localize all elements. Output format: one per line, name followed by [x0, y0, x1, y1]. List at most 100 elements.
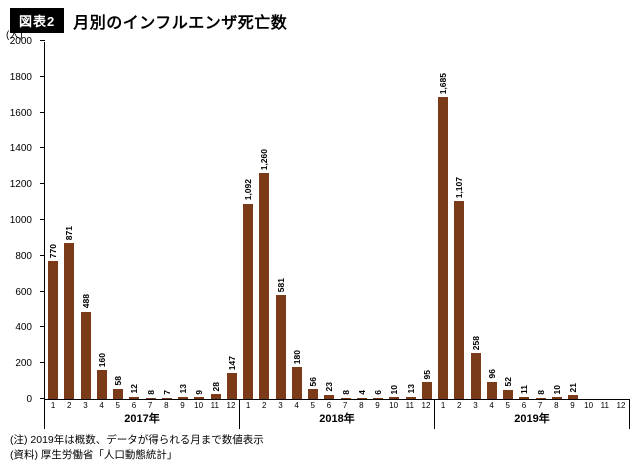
bar-slot: 10	[549, 42, 565, 399]
bar	[438, 97, 449, 399]
bar-slot: 8	[143, 42, 159, 399]
bar-value-label: 52	[502, 377, 513, 387]
month-label: 1	[245, 401, 251, 410]
bar-slot: 13	[175, 42, 191, 399]
month-label: 12	[421, 401, 431, 410]
bar-slot: 770	[45, 42, 61, 399]
bar	[470, 352, 481, 399]
bar	[340, 397, 351, 399]
bar-slot	[581, 42, 597, 399]
month-label: 7	[537, 401, 543, 410]
bar-value-label: 160	[96, 353, 107, 368]
bar-value-label: 56	[307, 376, 318, 386]
month-label: 10	[584, 401, 594, 410]
month-label: 5	[505, 401, 510, 410]
bar	[405, 396, 416, 399]
month-label: 11	[600, 401, 609, 410]
bar-slot: 56	[305, 42, 321, 399]
bar	[129, 396, 140, 399]
bar-slot: 7	[159, 42, 175, 399]
year-group: 1,092 1,260 581 180 56 23 8 4 6 10 13 95	[240, 42, 435, 399]
month-label: 11	[405, 401, 414, 410]
bar	[568, 395, 579, 399]
month-label: 9	[375, 401, 380, 410]
month-label: 2	[457, 401, 462, 410]
bar	[551, 397, 562, 399]
bar-value-label: 96	[486, 369, 497, 379]
bar-slot	[614, 42, 630, 399]
year-label: 2018年	[240, 412, 435, 429]
y-tick-mark	[40, 75, 45, 77]
bar-slot: 9	[191, 42, 207, 399]
bar	[389, 397, 400, 399]
month-label: 11	[210, 401, 219, 410]
bar-slot: 96	[484, 42, 500, 399]
bar	[178, 396, 189, 399]
y-tick-label: 800	[15, 250, 32, 262]
month-label: 1	[440, 401, 446, 410]
bar	[454, 200, 465, 399]
bar	[324, 394, 335, 399]
bar-value-label: 8	[340, 389, 351, 395]
bar-value-label: 13	[405, 384, 416, 394]
bar-slot: 1,685	[435, 42, 451, 399]
bar	[308, 388, 319, 399]
bar	[519, 397, 530, 399]
plot-area: 770 871 488 160 58 12 8 7 13 9 28 147 1,092 1,260 581 1…	[40, 40, 630, 400]
month-label: 8	[359, 401, 364, 410]
month-label: 10	[389, 401, 399, 410]
bar-slot: 8	[533, 42, 549, 399]
bar-value-label: 8	[535, 389, 546, 395]
bar-slot: 6	[370, 42, 386, 399]
y-tick-mark	[40, 326, 45, 328]
month-label: 10	[194, 401, 204, 410]
y-tick-mark	[40, 111, 45, 113]
y-tick-label: 1400	[9, 143, 32, 155]
y-tick-mark	[40, 362, 45, 364]
y-tick-label: 1600	[9, 107, 32, 119]
bar-slot: 23	[321, 42, 337, 399]
bar-value-label: 581	[275, 277, 286, 293]
bar-value-label: 4	[356, 390, 367, 395]
source-line: (資料) 厚生労働省「人口動態統計」	[10, 448, 178, 461]
bar-value-label: 12	[129, 384, 140, 394]
bar-slot: 4	[354, 42, 370, 399]
month-label-group: 1 2 3 4 5 6 7 8 9 10 11 12	[435, 400, 630, 412]
month-label: 8	[554, 401, 559, 410]
month-label: 4	[294, 401, 299, 410]
y-tick-mark	[40, 219, 45, 220]
bar	[275, 295, 286, 399]
bar-slot: 1,260	[256, 42, 272, 399]
month-label: 3	[473, 401, 478, 410]
bar-value-label: 180	[291, 349, 302, 364]
year-label: 2019年	[435, 412, 630, 429]
bar-value-label: 23	[324, 382, 335, 392]
month-label: 3	[83, 401, 88, 410]
bar-slot: 1,107	[451, 42, 467, 399]
month-label: 4	[489, 401, 494, 410]
y-tick-label: 200	[15, 358, 32, 370]
month-label: 2	[67, 401, 72, 410]
bar-value-label: 13	[177, 384, 188, 394]
bar-value-label: 8	[145, 389, 156, 395]
y-tick-label: 2000	[9, 36, 32, 47]
bar-value-label: 21	[567, 382, 578, 393]
y-axis: 0 200 400 600 800 1000 1200 1400 1600 1800 2000	[0, 37, 40, 405]
bar-slot: 147	[224, 42, 240, 399]
month-label: 6	[326, 401, 332, 410]
bar-value-label: 770	[47, 243, 58, 259]
bar-slot: 8	[338, 42, 354, 399]
bar-slot: 21	[565, 42, 581, 399]
y-tick-label: 400	[15, 322, 32, 334]
chart-header: 図表2 月別のインフルエンザ死亡数	[10, 8, 287, 33]
month-label: 6	[521, 401, 527, 410]
bar-value-label: 1,685	[437, 73, 448, 95]
bar-slot: 28	[208, 42, 224, 399]
bar-slot: 160	[94, 42, 110, 399]
bar-slot: 1,092	[240, 42, 256, 399]
bar-value-label: 9	[194, 389, 205, 395]
bar-value-label: 58	[112, 376, 123, 386]
y-tick-label: 1800	[9, 71, 32, 83]
bar-slot: 11	[516, 42, 532, 399]
